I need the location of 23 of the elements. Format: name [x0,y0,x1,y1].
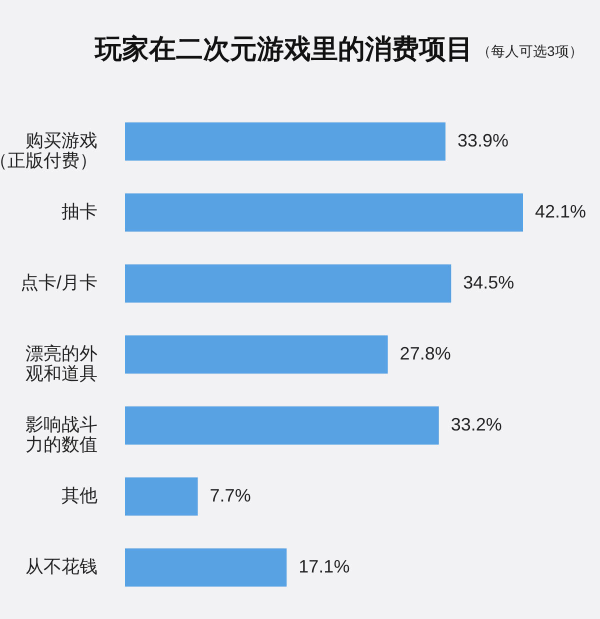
y-tick-label: 影响战斗力的数值 [26,414,98,454]
y-tick-label: 抽卡 [62,202,98,222]
bar [125,548,287,587]
data-label: 27.8% [400,344,451,364]
data-label: 34.5% [463,272,514,292]
data-label: 7.7% [210,486,251,506]
bar [125,406,439,445]
chart-subtitle: （每人可选3项） [477,43,583,59]
bar [125,122,446,161]
y-tick-label: 购买游戏（正版付费） [0,130,98,170]
chart-title: 玩家在二次元游戏里的消费项目 [94,34,473,64]
y-tick-label: 从不花钱 [26,556,98,576]
bar [125,264,452,303]
data-label: 33.9% [457,130,509,150]
y-tick-label: 点卡/月卡 [20,272,98,292]
data-label: 17.1% [298,556,350,576]
data-label: 33.2% [450,414,502,434]
bar [125,477,198,516]
y-tick-label: 漂亮的外观和道具 [26,344,98,384]
bar [125,335,388,374]
data-label: 42.1% [535,202,586,222]
y-tick-label: 其他 [62,486,98,506]
bar [125,193,523,232]
